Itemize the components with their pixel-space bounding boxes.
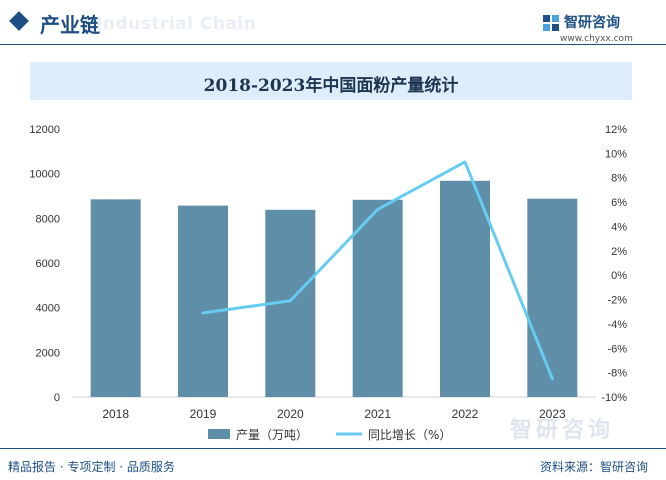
x-tick-label: 2020	[277, 407, 304, 421]
y-right-tick-label: 4%	[611, 221, 627, 233]
logo-url: www.chyxx.com	[560, 34, 633, 44]
y-left-tick-label: 0	[54, 392, 60, 404]
y-left-tick-label: 2000	[36, 347, 60, 359]
y-right-tick-label: 2%	[611, 246, 627, 258]
footer-source: 资料来源：智研咨询	[539, 460, 648, 474]
section-subtitle: Industrial Chain	[96, 14, 257, 34]
legend-swatch-bar	[208, 429, 230, 439]
y-right-tick-label: -8%	[607, 368, 627, 380]
line-series-growth	[201, 160, 554, 381]
x-tick-label: 2023	[539, 407, 566, 421]
bar	[352, 199, 403, 397]
y-right-tick-label: 10%	[605, 148, 627, 160]
legend-label-line: 同比增长（%）	[368, 428, 451, 442]
y-right-tick-label: -2%	[607, 295, 627, 307]
section-title: 产业链	[40, 13, 100, 37]
logo-name: 智研咨询	[564, 15, 620, 31]
x-tick-label: 2021	[364, 407, 391, 421]
header-divider	[0, 44, 666, 45]
footer: 精品报告 · 专项定制 · 品质服务 资料来源：智研咨询	[0, 448, 666, 480]
y-left-tick-label: 8000	[36, 213, 60, 225]
legend-label-bar: 产量（万吨）	[236, 428, 308, 442]
y-left-tick-label: 4000	[36, 303, 60, 315]
y-right-tick-label: 8%	[611, 173, 627, 185]
bar	[527, 198, 578, 397]
chart-title: 2018-2023年中国面粉产量统计	[203, 76, 459, 96]
chart-title-band: 2018-2023年中国面粉产量统计	[30, 62, 632, 100]
bar	[178, 205, 228, 397]
y-left-tick-label: 12000	[29, 124, 60, 136]
y-left-tick-label: 10000	[29, 169, 60, 181]
x-tick-label: 2022	[452, 407, 479, 421]
logo-mark-icon	[543, 15, 559, 31]
x-tick-label: 2019	[190, 407, 217, 421]
y-right-tick-label: -4%	[607, 319, 627, 331]
y-right-tick-label: -6%	[607, 343, 627, 355]
y-left-tick-label: 6000	[36, 258, 60, 270]
x-tick-label: 2018	[102, 407, 129, 421]
footer-tagline: 精品报告 · 专项定制 · 品质服务	[8, 460, 175, 474]
header-diamond-icon	[9, 11, 29, 31]
y-right-tick-label: -10%	[601, 392, 627, 404]
y-right-tick-label: 0%	[611, 270, 627, 282]
y-right-tick-label: 6%	[611, 197, 627, 209]
header: 产业链 Industrial Chain 智研咨询 www.chyxx.com	[0, 0, 666, 46]
bar	[440, 180, 490, 397]
bar	[90, 199, 141, 397]
chart: 0 2000 4000 6000 8000 10000 12000 -10% -8% -6% -4%…	[29, 124, 627, 442]
brand-logo: 智研咨询 www.chyxx.com	[542, 12, 652, 44]
y-right-tick-label: 12%	[605, 124, 627, 136]
